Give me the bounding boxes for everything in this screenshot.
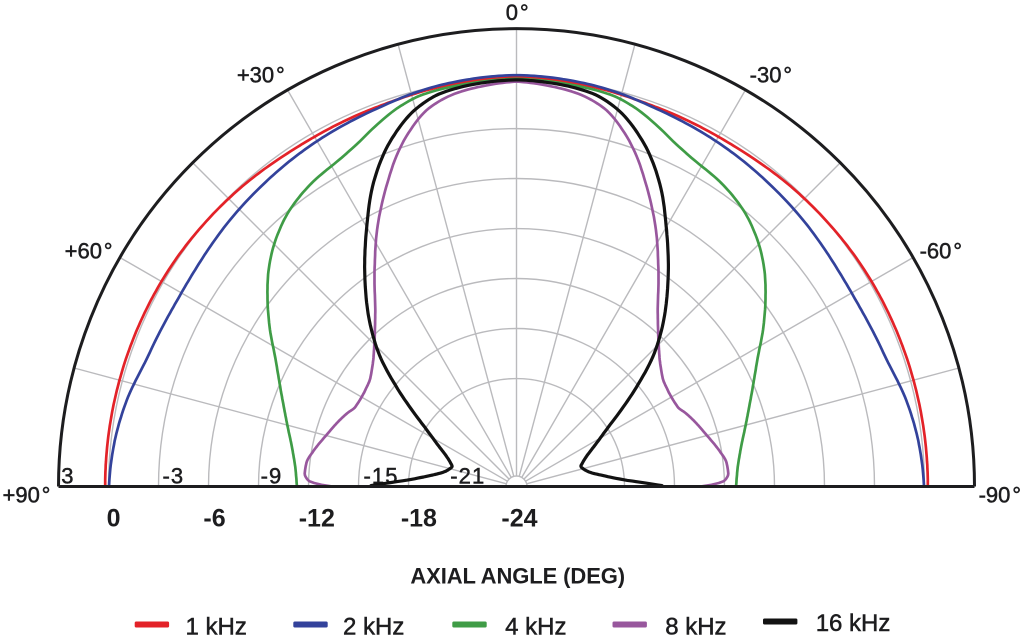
svg-text:-24: -24 (501, 505, 537, 533)
svg-text:0 °: 0 ° (506, 0, 529, 25)
svg-text:1 kHz: 1 kHz (186, 614, 247, 641)
svg-text:-90 °: -90 ° (979, 483, 1021, 508)
svg-text:16 kHz: 16 kHz (816, 610, 891, 637)
svg-text:-9: -9 (261, 463, 283, 488)
svg-text:+90 °: +90 ° (3, 483, 51, 508)
svg-text:2 kHz: 2 kHz (343, 614, 404, 641)
svg-text:0: 0 (107, 505, 121, 533)
svg-text:-3: -3 (163, 463, 185, 488)
svg-text:-6: -6 (203, 505, 225, 533)
svg-text:AXIAL ANGLE (DEG): AXIAL ANGLE (DEG) (410, 564, 625, 589)
svg-text:-60 °: -60 ° (920, 238, 962, 263)
svg-text:+60 °: +60 ° (65, 238, 113, 263)
svg-text:8 kHz: 8 kHz (665, 614, 726, 641)
svg-text:+30 °: +30 ° (237, 63, 285, 88)
svg-text:-12: -12 (299, 505, 335, 533)
svg-text:-30 °: -30 ° (750, 63, 792, 88)
svg-text:-21: -21 (450, 463, 485, 488)
svg-text:4 kHz: 4 kHz (505, 614, 566, 641)
svg-text:3: 3 (61, 463, 74, 488)
svg-text:-18: -18 (401, 505, 437, 533)
